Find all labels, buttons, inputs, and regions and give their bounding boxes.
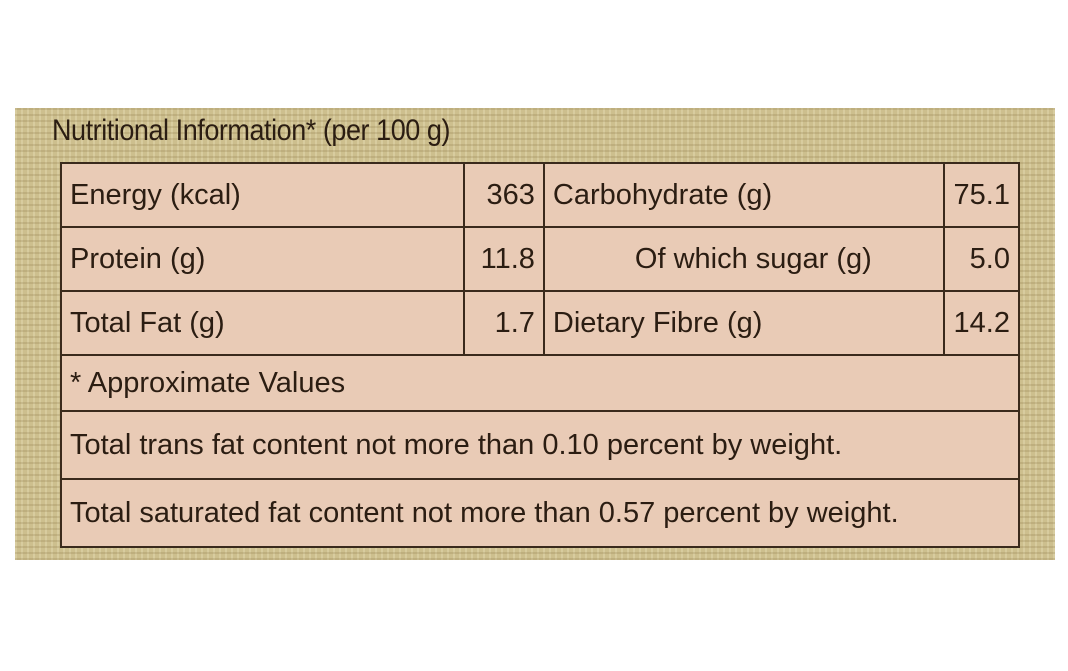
table-row: Total saturated fat content not more tha… — [60, 478, 1020, 548]
title: Nutritional Information* (per 100 g) — [52, 114, 451, 147]
nutrient-value: 1.7 — [463, 290, 545, 356]
nutrient-label: Energy (kcal) — [59, 162, 466, 228]
table-row: Total trans fat content not more than 0.… — [60, 410, 1020, 480]
nutrition-table: Energy (kcal) 363 Carbohydrate (g) 75.1 … — [59, 162, 1020, 548]
nutrient-value: 11.8 — [463, 226, 545, 292]
nutrient-label: Protein (g) — [59, 226, 466, 292]
nutrient-value: 363 — [463, 162, 545, 228]
table-row: Energy (kcal) 363 Carbohydrate (g) 75.1 — [59, 162, 1020, 228]
nutrient-label: Of which sugar (g) — [542, 226, 946, 292]
nutrient-label: Carbohydrate (g) — [542, 162, 946, 228]
nutrient-value: 5.0 — [943, 226, 1020, 292]
nutrient-label: Total Fat (g) — [59, 290, 466, 356]
nutrient-value: 14.2 — [943, 290, 1020, 356]
statement: Total trans fat content not more than 0.… — [60, 410, 1020, 480]
nutrient-label: Dietary Fibre (g) — [542, 290, 946, 356]
table-row: Protein (g) 11.8 Of which sugar (g) 5.0 — [59, 226, 1020, 292]
note: * Approximate Values — [60, 354, 1020, 412]
table-row: Total Fat (g) 1.7 Dietary Fibre (g) 14.2 — [59, 290, 1020, 356]
table-row: * Approximate Values — [60, 354, 1020, 412]
statement: Total saturated fat content not more tha… — [60, 478, 1020, 548]
nutrient-value: 75.1 — [943, 162, 1020, 228]
